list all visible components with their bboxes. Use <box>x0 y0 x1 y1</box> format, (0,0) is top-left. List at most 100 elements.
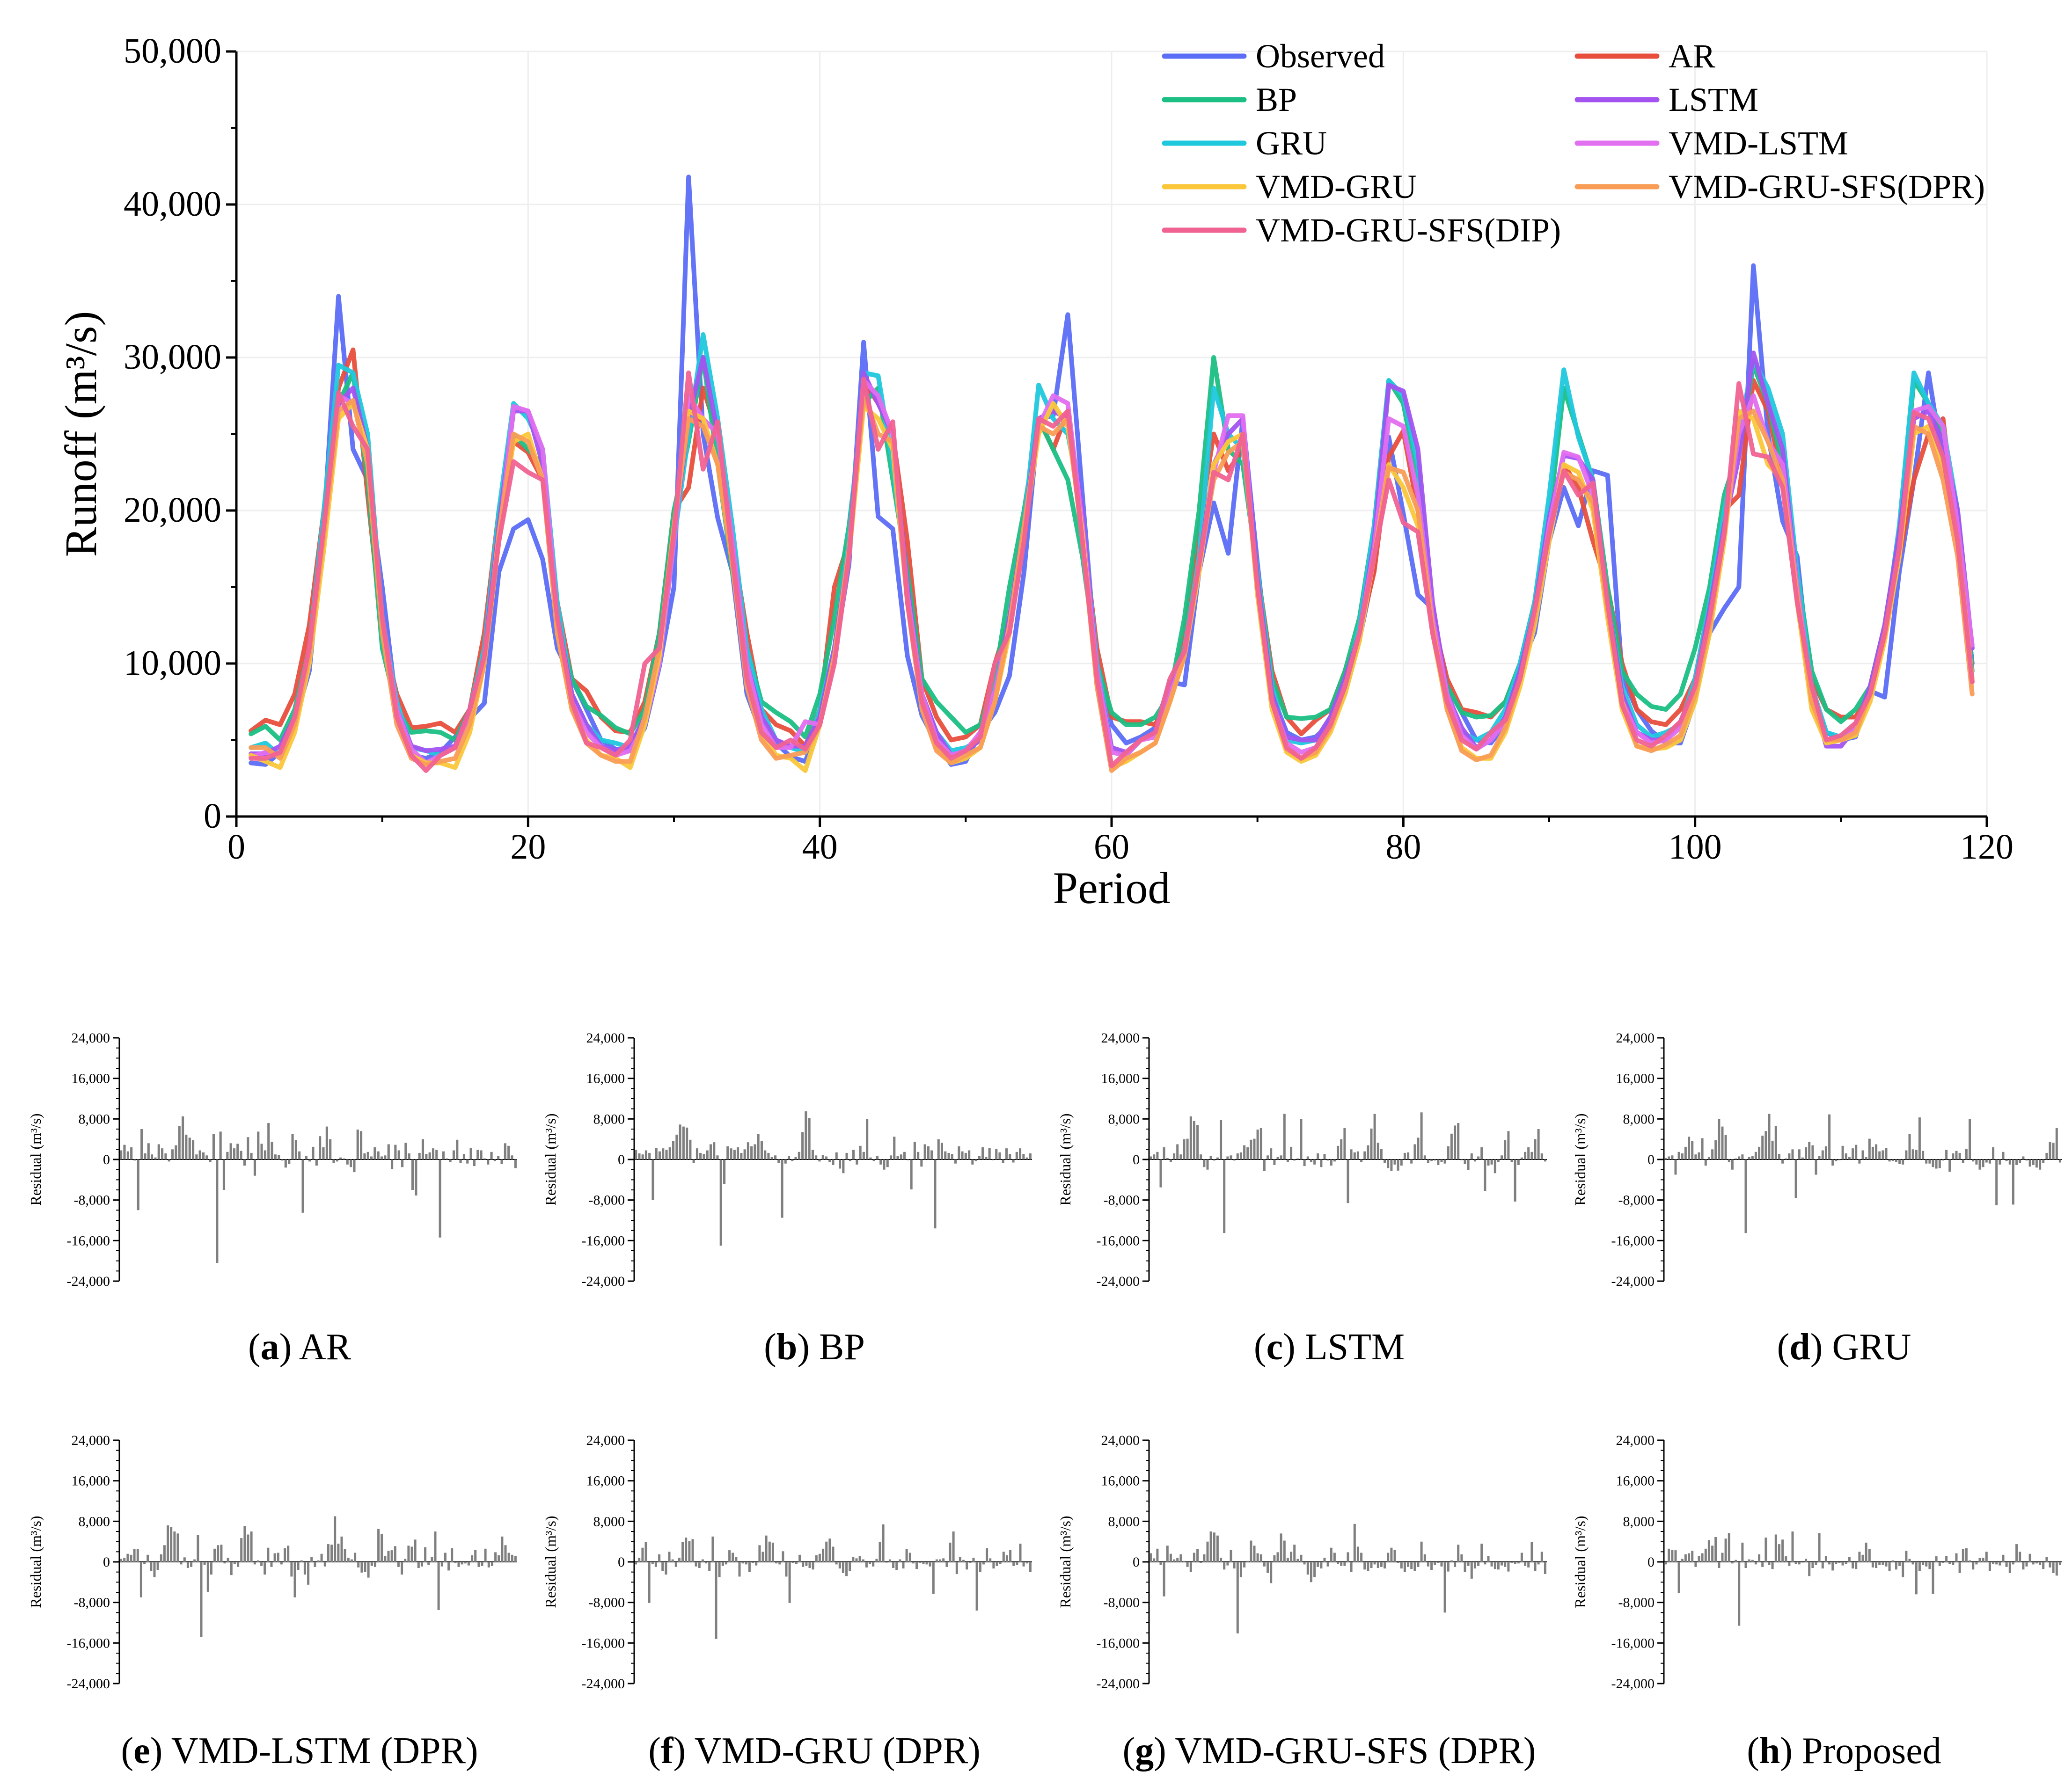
residual-bar <box>808 1118 811 1159</box>
residual-bar <box>2028 1553 2031 1562</box>
residual-bar <box>1701 1553 1704 1562</box>
residual-bar <box>314 1562 316 1567</box>
residual-bar <box>991 1159 994 1160</box>
residual-bar <box>1898 1159 1901 1164</box>
caption-letter: b <box>776 1327 798 1368</box>
residual-bar <box>1721 1553 1724 1562</box>
residual-bar <box>798 1554 801 1562</box>
residual-bar <box>832 1159 835 1165</box>
residual-bar <box>1895 1159 1897 1162</box>
residual-bar <box>1534 1139 1537 1159</box>
residual-bar <box>1376 1143 1379 1160</box>
residual-bar <box>919 1562 922 1563</box>
residual-bar <box>178 1126 181 1159</box>
residual-bar <box>1025 1157 1028 1159</box>
residual-bar <box>1938 1159 1941 1168</box>
residual-bar <box>635 1562 637 1565</box>
residual-bar <box>1306 1156 1309 1159</box>
residual-bar <box>679 1124 681 1160</box>
residual-bar <box>270 1562 273 1567</box>
residual-bar <box>1918 1562 1921 1571</box>
residual-bar <box>1350 1562 1353 1572</box>
residual-bar <box>652 1159 654 1200</box>
residual-bar <box>1259 1128 1262 1159</box>
residual-bar <box>1263 1159 1266 1171</box>
y-tick-label: -16,000 <box>1097 1233 1140 1248</box>
residual-bar <box>886 1159 889 1167</box>
residual-bar <box>1430 1562 1433 1570</box>
residual-bar <box>1270 1562 1273 1583</box>
residual-bar <box>264 1150 267 1159</box>
legend-item: GRU <box>1162 124 1327 162</box>
residual-bar <box>370 1562 373 1566</box>
residual-bar <box>1768 1562 1771 1565</box>
y-axis-label: Runoff (m³/s) <box>56 311 106 557</box>
y-tick-label: 0 <box>204 796 221 836</box>
residual-bar <box>2002 1554 2005 1562</box>
residual-bar <box>1999 1562 2001 1566</box>
residual-bar <box>476 1150 479 1159</box>
residual-bar <box>1447 1562 1450 1572</box>
residual-bar <box>1163 1562 1165 1597</box>
residual-bar <box>156 1562 159 1570</box>
residual-bar <box>1758 1146 1761 1159</box>
residual-bar <box>1875 1562 1878 1568</box>
residual-bar <box>805 1111 807 1159</box>
residual-bar <box>2039 1562 2042 1565</box>
residual-bar <box>1764 1538 1767 1562</box>
residual-bar <box>291 1134 294 1159</box>
residual-bar <box>1403 1152 1406 1159</box>
residual-bar <box>2055 1128 2058 1159</box>
residual-bar <box>718 1562 721 1577</box>
residual-bar <box>978 1156 981 1159</box>
residual-bar <box>203 1562 206 1565</box>
residual-bar <box>2008 1562 2011 1573</box>
residual-bar <box>1016 1562 1018 1565</box>
residual-bar <box>222 1159 226 1190</box>
residual-bar <box>1871 1562 1874 1568</box>
residual-bar <box>1751 1560 1754 1562</box>
residual-bar <box>287 1546 290 1562</box>
residual-bar <box>1317 1153 1319 1159</box>
y-axis-label: Residual (m³/s) <box>1057 1516 1074 1608</box>
residual-bar <box>1434 1159 1436 1161</box>
residual-bar <box>1965 1548 1968 1562</box>
residual-bar <box>638 1153 641 1159</box>
residual-bar <box>1724 1538 1727 1562</box>
residual-bar <box>992 1562 995 1569</box>
y-tick-label: -8,000 <box>74 1193 110 1208</box>
residual-bar <box>839 1159 842 1169</box>
residual-bar <box>1758 1554 1761 1562</box>
residual-bar <box>1520 1553 1523 1562</box>
residual-bar <box>1183 1560 1186 1562</box>
residual-bar <box>1962 1549 1964 1562</box>
residual-bar <box>1200 1154 1202 1159</box>
caption-letter: g <box>1135 1730 1154 1772</box>
residual-bar <box>995 1149 998 1160</box>
residual-bar <box>216 1159 219 1263</box>
residual-bar <box>170 1527 173 1562</box>
residual-bar <box>1845 1153 1847 1159</box>
y-tick-label: 0 <box>103 1554 110 1570</box>
residual-bar <box>1166 1546 1169 1562</box>
residual-bar <box>384 1556 387 1562</box>
residual-bar <box>1841 1562 1844 1566</box>
residual-bar <box>144 1153 146 1159</box>
residual-bar <box>828 1159 831 1162</box>
residual-bar <box>655 1148 658 1159</box>
residual-bar <box>213 1548 216 1562</box>
residual-bar <box>205 1155 208 1159</box>
residual-bar <box>1731 1159 1734 1170</box>
residual-bar <box>1333 1553 1336 1562</box>
residual-bar <box>665 1150 668 1159</box>
residual-bar <box>682 1126 685 1159</box>
y-tick-label: -8,000 <box>1618 1193 1655 1208</box>
residual-bar <box>701 1559 704 1562</box>
legend-item: VMD-GRU <box>1162 168 1417 205</box>
residual-bar <box>1356 1546 1359 1562</box>
residual-bar <box>1407 1562 1410 1567</box>
residual-bar <box>974 1159 977 1161</box>
residual-bar <box>1443 1562 1446 1613</box>
residual-bar <box>1824 1146 1827 1159</box>
residual-bar <box>767 1152 770 1159</box>
